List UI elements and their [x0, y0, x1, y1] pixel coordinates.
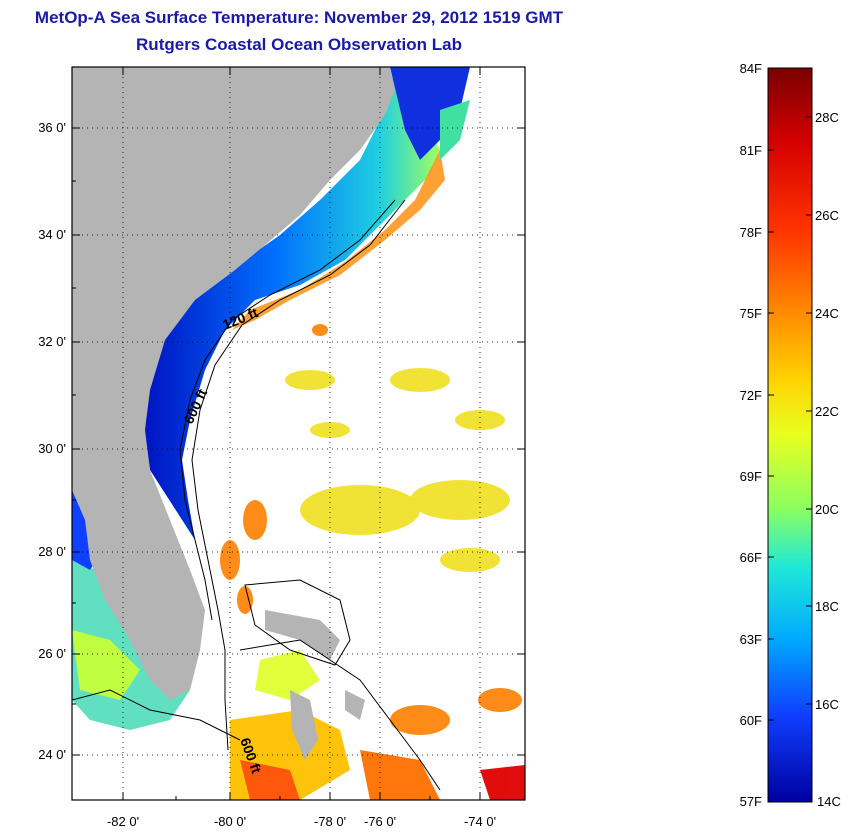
contour-600ft [191, 199, 406, 751]
land-mainland [72, 67, 395, 700]
lat-label: 28 0' [38, 544, 66, 559]
colorbar-f-label: 78F [740, 225, 762, 240]
nc-cold-water [390, 67, 470, 160]
lat-label: 36 0' [38, 120, 66, 135]
colorbar-c-label: 14C [817, 794, 841, 809]
colorbar-f-label: 84F [740, 61, 762, 76]
land-grand-bahama [265, 610, 340, 660]
coastal-warm-edge [232, 150, 445, 330]
bahamas-warm [230, 650, 525, 800]
latitude-labels: 36 0' 34 0' 32 0' 30 0' 28 0' 26 0' 24 0… [38, 120, 66, 762]
colorbar-f-label: 81F [740, 143, 762, 158]
colorbar-f-label: 66F [740, 550, 762, 565]
map-frame [71, 66, 526, 801]
lat-label: 26 0' [38, 646, 66, 661]
lon-label: -74 0' [464, 814, 496, 829]
coastal-cold-water [140, 67, 440, 540]
colorbar-f-label: 72F [740, 388, 762, 403]
contour-bahamas-2 [239, 639, 441, 791]
colorbar-c-label: 28C [815, 110, 839, 125]
title-line-2: Rutgers Coastal Ocean Observation Lab [136, 35, 462, 54]
colorbar-c-label: 22C [815, 404, 839, 419]
lon-label: -76 0' [364, 814, 396, 829]
colorbar-f-label: 69F [740, 469, 762, 484]
lat-label: 32 0' [38, 334, 66, 349]
colorbar-c-label: 18C [815, 599, 839, 614]
lon-label: -78 0' [314, 814, 346, 829]
nc-green-band [440, 100, 470, 160]
land-andros [290, 690, 318, 760]
contour-bahamas [244, 579, 351, 666]
title-line-1: MetOp-A Sea Surface Temperature: Novembe… [34, 8, 564, 27]
contour-keys [72, 689, 241, 741]
colorbar-gradient [767, 67, 813, 803]
lat-label: 24 0' [38, 747, 66, 762]
map-plot-area [72, 67, 525, 800]
orange-patches [220, 324, 522, 735]
lon-label: -80 0' [214, 814, 246, 829]
land-island-small [345, 690, 365, 720]
colorbar-c-label: 26C [815, 208, 839, 223]
colorbar-c-label: 16C [815, 697, 839, 712]
colorbar-c-label: 24C [815, 306, 839, 321]
colorbar-f-label: 75F [740, 306, 762, 321]
lon-label: -82 0' [107, 814, 139, 829]
colorbar-f-label: 60F [740, 713, 762, 728]
longitude-labels: -82 0' -80 0' -78 0' -76 0' -74 0' [107, 814, 496, 829]
tick-marks [72, 67, 525, 800]
contour-120ft [179, 199, 396, 621]
colorbar: 84F 81F 78F 75F 72F 69F 66F 63F 60F 57F … [740, 61, 841, 809]
lat-label: 30 0' [38, 441, 66, 456]
colorbar-f-label: 57F [740, 794, 762, 809]
warm-patches [285, 368, 510, 572]
lat-label: 34 0' [38, 227, 66, 242]
colorbar-f-label: 63F [740, 632, 762, 647]
grid-lines [72, 67, 525, 800]
colorbar-c-label: 20C [815, 502, 839, 517]
